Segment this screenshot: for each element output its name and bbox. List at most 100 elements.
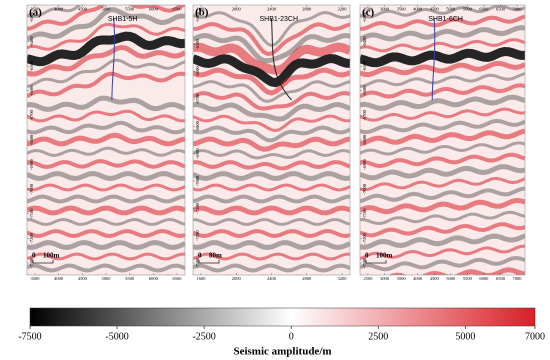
y-tick-label: -6900 [29, 159, 34, 170]
y-tick-label: -6600 [362, 85, 367, 96]
y-tick-label: -7100 [362, 208, 367, 219]
x-tick-label: 3500 [31, 7, 41, 12]
y-tick-label: -6500 [29, 60, 34, 71]
x-tick-label: 6000 [149, 7, 159, 12]
y-tick-label: -6400 [195, 11, 200, 22]
seismic-image [27, 5, 185, 275]
y-tick-label: -6300 [362, 11, 367, 22]
y-tick-label: -7100 [29, 208, 34, 219]
x-tick-label: 6000 [479, 276, 489, 281]
reflector [193, 80, 350, 104]
x-tick-label: 5000 [102, 7, 112, 12]
reflector [27, 240, 185, 251]
scale-bar [365, 260, 387, 264]
y-tick-label: -6800 [362, 134, 367, 145]
scale-zero: 0 [198, 252, 202, 260]
colorbar-tick-label: 0 [289, 331, 294, 342]
reflector [27, 5, 82, 19]
reflector [27, 31, 185, 67]
reflector [193, 171, 350, 182]
reflector [193, 149, 350, 160]
reflector [27, 95, 185, 112]
scale-length: 80m [209, 252, 222, 260]
y-tick-label: -7200 [29, 232, 34, 243]
well-track [111, 18, 115, 101]
x-tick-label: 1600 [197, 276, 207, 281]
x-tick-label: 5000 [446, 7, 456, 12]
panel-label: (b) [195, 7, 209, 19]
reflector [360, 197, 525, 215]
reflector [193, 136, 350, 152]
reflector [360, 267, 525, 275]
reflector [360, 38, 525, 53]
reflector [27, 263, 185, 273]
x-tick-label: 2400 [267, 276, 277, 281]
x-tick-label: 4000 [413, 276, 423, 281]
x-tick-label: 5500 [463, 276, 473, 281]
reflector [27, 109, 185, 123]
reflector [193, 67, 350, 96]
x-tick-label: 6500 [173, 7, 183, 12]
reflector [27, 205, 185, 216]
seismic-image [193, 11, 350, 275]
x-tick-label: 4500 [78, 276, 88, 281]
reflector [360, 25, 525, 42]
x-tick-label: 5000 [446, 276, 456, 281]
x-tick-label: 3500 [397, 7, 407, 12]
reflector [193, 11, 350, 48]
reflector [27, 58, 185, 88]
x-tick-label: 3000 [380, 7, 390, 12]
reflector [27, 5, 185, 31]
reflector [27, 71, 185, 99]
reflector [360, 14, 525, 31]
x-tick-label: 2400 [267, 7, 277, 12]
scale-length: 100m [376, 252, 393, 260]
reflector [27, 183, 185, 192]
well-track [271, 18, 292, 101]
colorbar-tick-label: 7000 [525, 331, 545, 342]
x-tick-label: 4000 [54, 276, 64, 281]
x-tick-label: 2500 [364, 7, 374, 12]
y-tick-label: -7100 [195, 202, 200, 213]
reflector [27, 44, 185, 77]
reflector [27, 171, 185, 182]
x-tick-label: 4000 [413, 7, 423, 12]
reflector [27, 228, 185, 239]
reflector [27, 120, 185, 135]
scale-zero: 0 [32, 252, 36, 260]
reflector [360, 61, 525, 78]
reflector [193, 228, 350, 239]
colorbar [29, 307, 536, 327]
x-tick-label: 6000 [479, 7, 489, 12]
x-tick-label: 3200 [338, 276, 348, 281]
reflector [193, 21, 350, 56]
reflector [193, 101, 350, 122]
x-tick-label: 6000 [149, 276, 159, 281]
x-tick-label: 2000 [232, 276, 242, 281]
y-tick-label: -7200 [195, 230, 200, 241]
x-tick-label: 4500 [430, 7, 440, 12]
scale-bar [32, 260, 54, 264]
reflector [360, 46, 525, 68]
panel-label: (c) [362, 7, 375, 19]
reflector [360, 210, 525, 226]
reflector [360, 72, 525, 88]
y-tick-label: -7200 [362, 232, 367, 243]
x-tick-label: 5500 [125, 7, 135, 12]
x-tick-label: 4500 [430, 276, 440, 281]
x-tick-label: 4000 [54, 7, 64, 12]
reflector [360, 107, 525, 122]
seismic-image [360, 5, 525, 275]
y-tick-label: -6400 [362, 36, 367, 47]
reflector [360, 255, 525, 272]
y-tick-label: -6600 [29, 85, 34, 96]
x-tick-label: 3000 [380, 276, 390, 281]
colorbar-label: Seismic amplitude/m [233, 346, 331, 358]
y-tick-label: -6300 [29, 11, 34, 22]
y-tick-label: -6800 [29, 134, 34, 145]
x-tick-label: 2500 [364, 276, 374, 281]
x-tick-label: 3200 [338, 7, 348, 12]
reflector [193, 205, 350, 216]
x-tick-label: 5500 [125, 276, 135, 281]
